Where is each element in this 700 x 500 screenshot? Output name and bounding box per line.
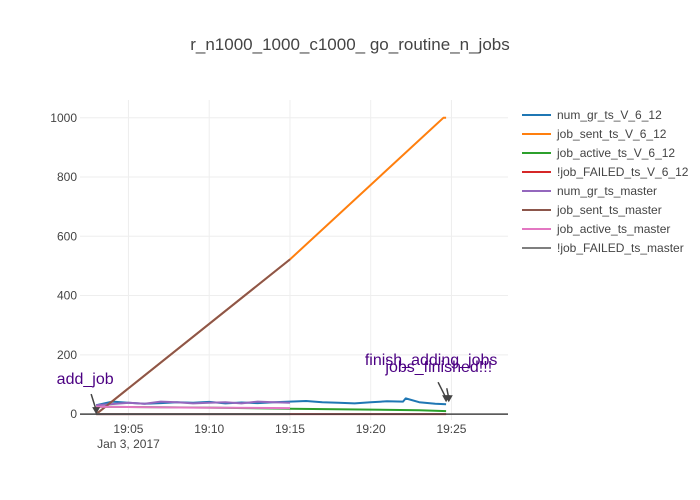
annotation-arrowhead <box>92 407 101 415</box>
legend[interactable]: num_gr_ts_V_6_12 job_sent_ts_V_6_12 job_ac… <box>522 108 689 255</box>
legend-item[interactable]: job_active_ts_master <box>522 222 670 236</box>
annotations: add_job finish_adding_jobsjobs_finished!!… <box>57 352 498 415</box>
y-tick-label: 1000 <box>50 111 77 125</box>
legend-label: num_gr_ts_master <box>557 184 657 198</box>
legend-item[interactable]: !job_FAILED_ts_V_6_12 <box>522 165 689 179</box>
x-tick-label: 19:20 <box>356 422 386 436</box>
axes: 0 200 400 600 800 1000 19:05 19:10 19:15 19:20 19:… <box>50 111 508 451</box>
annotation-label: add_job <box>57 371 114 388</box>
legend-item[interactable]: num_gr_ts_master <box>522 184 657 198</box>
legend-item[interactable]: num_gr_ts_V_6_12 <box>522 108 662 122</box>
y-tick-label: 800 <box>57 170 77 184</box>
annotation-label: jobs_finished!!! <box>384 359 492 376</box>
legend-label: job_active_ts_V_6_12 <box>556 146 675 160</box>
x-tick-label: 19:15 <box>275 422 305 436</box>
legend-item[interactable]: !job_FAILED_ts_master <box>522 241 684 255</box>
x-tick-label: 19:05 <box>113 422 143 436</box>
legend-label: !job_FAILED_ts_V_6_12 <box>557 165 689 179</box>
legend-label: job_active_ts_master <box>556 222 670 236</box>
chart-title: r_n1000_1000_c1000_ go_routine_n_jobs <box>190 35 510 54</box>
legend-item[interactable]: job_active_ts_V_6_12 <box>522 146 675 160</box>
y-tick-label: 0 <box>70 407 77 421</box>
legend-item[interactable]: job_sent_ts_master <box>522 203 662 217</box>
legend-item[interactable]: job_sent_ts_V_6_12 <box>522 127 667 141</box>
x-date-label: Jan 3, 2017 <box>97 437 160 451</box>
annotation-arrowhead <box>444 395 453 403</box>
legend-label: job_sent_ts_master <box>556 203 662 217</box>
annotation-label: finish_adding_jobs <box>365 352 498 369</box>
y-tick-label: 400 <box>57 289 77 303</box>
y-tick-label: 600 <box>57 229 77 243</box>
legend-label: !job_FAILED_ts_master <box>557 241 684 255</box>
series-line-4 <box>96 400 291 407</box>
legend-label: job_sent_ts_V_6_12 <box>556 127 667 141</box>
y-tick-label: 200 <box>57 348 77 362</box>
legend-label: num_gr_ts_V_6_12 <box>557 108 662 122</box>
series-line-6 <box>96 405 291 410</box>
x-tick-label: 19:25 <box>436 422 466 436</box>
x-tick-label: 19:10 <box>194 422 224 436</box>
series-line-5 <box>95 258 291 415</box>
